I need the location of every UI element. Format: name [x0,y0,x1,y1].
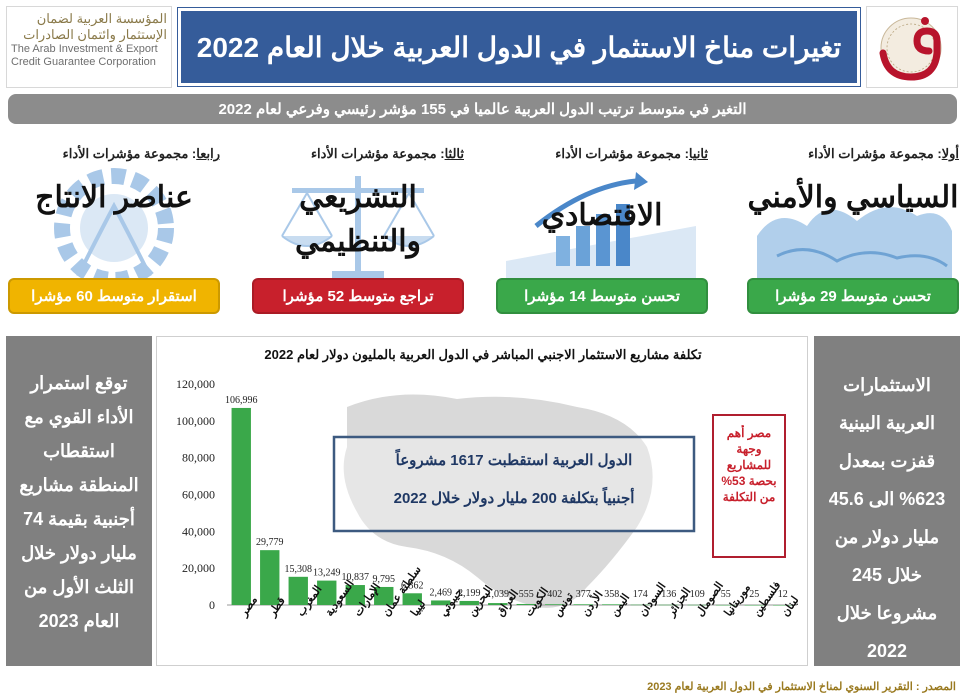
annotation-line2: أجنبياً بتكلفة 200 مليار دولار خلال 2022 [394,487,635,507]
bar [573,604,593,605]
org-logo-text: المؤسسة العربية لضمان الإستثمار وائتمان … [6,6,172,88]
bar [659,604,679,606]
org-name-en-line1: The Arab Investment & Export [11,43,158,55]
bar-value-label: 555 [519,589,534,600]
bar [545,604,565,605]
bar [260,550,280,605]
chart-title: تكلفة مشاريع الاستثمار الاجنبي المباشر ف… [264,347,702,363]
bar-value-label: 2,469 [430,587,453,598]
bar-value-label: 13,249 [313,568,341,579]
y-tick-label: 60,000 [182,488,215,502]
growth-chart-icon [496,166,708,286]
arab-map-background [343,394,653,608]
group-result-badge: استقرار متوسط 60 مؤشرا [8,278,220,314]
globe-map-icon [747,166,959,286]
bar-value-label: 6,362 [401,580,424,591]
bar [374,586,394,605]
bar-value-label: 402 [547,589,562,600]
group-result-badge: تراجع متوسط 52 مؤشرا [252,278,464,314]
bar-value-label: 9,795 [373,574,396,585]
group-result-badge: تحسن متوسط 29 مؤشرا [747,278,959,314]
bar-value-label: 174 [633,589,648,600]
y-tick-label: 100,000 [176,414,215,428]
group-name: عناصر الانتاج [35,181,193,214]
bar [516,603,536,605]
group-result-badge: تحسن متوسط 14 مؤشرا [496,278,708,314]
bar-value-label: 55 [721,589,731,600]
page-title-bar: تغيرات مناخ الاستثمار في الدول العربية خ… [178,8,860,86]
bar-value-label: 106,996 [225,395,258,406]
org-name-en-line2: Credit Guarantee Corporation [11,56,156,68]
bar [231,407,251,605]
bar [602,604,622,605]
annotation-line1: الدول العربية استقطبت 1617 مشروعاً [395,449,632,469]
group-name: التشريعي والتنظيمي [294,181,422,258]
right-inter-arab-panel: الاستثمارات العربية البينية قفزت بمعدل 6… [814,336,960,666]
bar-value-label: 10,837 [342,572,370,583]
bar [773,604,793,606]
source-note: المصدر : التقرير السنوي لمناخ الاستثمار … [647,681,956,693]
bar-value-label: 29,779 [256,537,284,548]
group-label: أولا: مجموعة مؤشرات الأداء [808,146,959,161]
bar [687,604,707,606]
y-tick-label: 80,000 [182,451,215,465]
bar [288,576,308,605]
subtitle-text: التغير في متوسط ترتيب الدول العربية عالم… [218,101,747,118]
scales-icon [252,166,464,286]
bar [630,604,650,606]
bar [716,604,736,606]
indicator-group-economic: ثانيا: مجموعة مؤشرات الأداء الاقتصادي تح… [496,146,708,318]
group-label: ثانيا: مجموعة مؤشرات الأداء [555,146,708,161]
bar-value-label: 15,308 [285,564,313,575]
bar [744,604,764,606]
annotation-box [332,435,696,533]
bar [402,593,422,605]
value-labels: 106,996 29,779 15,308 13,249 10,837 9,795 6,36… [225,395,788,600]
fdi-chart-panel: تكلفة مشاريع الاستثمار الاجنبي المباشر ف… [156,336,808,666]
bar-value-label: 1,039 [487,589,510,600]
bar [459,600,479,605]
bar [431,600,451,605]
bar-value-label: 377 [576,589,591,600]
gear-wheat-icon [8,166,220,288]
indicator-group-legislative: ثالثا: مجموعة مؤشرات الأداء التشريعي وال… [252,146,464,318]
org-name-ar-line2: الإستثمار وائتمان الصادرات [23,27,167,42]
y-tick-label: 20,000 [182,561,215,575]
fdi-bar-chart: تكلفة مشاريع الاستثمار الاجنبي المباشر ف… [176,347,801,620]
bar-value-label: 25 [749,589,759,600]
bar-value-label: 358 [604,589,619,600]
group-name: السياسي والأمني [747,181,959,214]
bar-value-label: 136 [661,589,676,600]
bar [488,603,508,605]
page-title: تغيرات مناخ الاستثمار في الدول العربية خ… [196,31,842,63]
y-axis: 0 20,000 40,000 60,000 80,000 100,000 120,000 [176,377,797,612]
left-forecast-panel: توقع استمرار الأداء القوي مع استقطاب الم… [6,336,152,666]
org-name-ar-line1: المؤسسة العربية لضمان [36,11,167,26]
indicator-group-production: رابعا: مجموعة مؤشرات الأداء عناصر الانتا… [8,146,220,318]
group-name: الاقتصادي [541,199,663,232]
subtitle-bar: التغير في متوسط ترتيب الدول العربية عالم… [8,94,957,124]
group-label: رابعا: مجموعة مؤشرات الأداء [62,146,220,161]
group-label: ثالثا: مجموعة مؤشرات الأداء [310,146,464,161]
y-tick-label: 120,000 [176,377,215,391]
indicator-group-political: أولا: مجموعة مؤشرات الأداء السياسي والأم… [747,146,959,318]
bar [345,585,365,605]
bar-value-label: 12 [778,589,788,600]
y-tick-label: 0 [209,598,215,612]
egypt-note-box [712,414,786,558]
dhaman-logo-icon [866,6,958,88]
x-category-label: موريتانيا [722,582,753,619]
bar-value-label: 2,199 [458,588,481,599]
y-tick-label: 40,000 [182,524,215,538]
bars [231,407,793,606]
bar [317,580,337,605]
egypt-note-text: مصر أهم وجهة للمشاريع بحصة 53% من التكلف… [721,426,777,504]
bar-value-label: 109 [690,589,705,600]
